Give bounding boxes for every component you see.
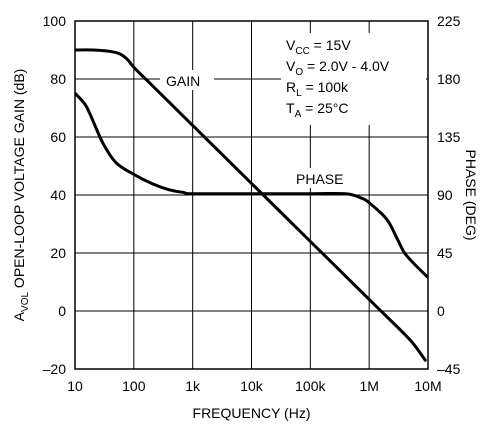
y-right-tick-label: 90 [437, 187, 453, 203]
gain-label: GAIN [166, 73, 200, 89]
y-right-tick-labels: 225 180 135 90 45 0 –45 [437, 13, 461, 377]
series-line-phase [75, 91, 428, 279]
curves [75, 48, 428, 362]
y-right-tick-label: 0 [437, 303, 445, 319]
y-left-tick-label: 100 [43, 13, 67, 29]
y-left-tick-labels: 100 80 60 40 20 0 –20 [43, 13, 67, 377]
y-right-tick-label: 135 [437, 129, 461, 145]
x-axis-title: FREQUENCY (Hz) [193, 405, 311, 421]
plot-frame [74, 20, 429, 370]
series-line-gain [75, 48, 427, 362]
y-right-axis-title: PHASE (DEG) [463, 149, 479, 240]
x-tick-label: 1k [185, 378, 201, 394]
conditions-bg [281, 33, 426, 125]
phase-label: PHASE [296, 171, 343, 187]
x-tick-label: 1M [359, 378, 378, 394]
y-right-tick-label: 45 [437, 245, 453, 261]
x-tick-label: 10 [67, 378, 83, 394]
x-tick-label: 10M [414, 378, 441, 394]
y-left-tick-label: –20 [43, 361, 67, 377]
phase-label-bg [291, 168, 353, 188]
gain-label-bg [160, 70, 214, 90]
x-tick-labels: 10 100 1k 10k 100k 1M 10M [67, 378, 441, 394]
y-right-tick-label: 180 [437, 71, 461, 87]
y-left-tick-label: 20 [50, 245, 66, 261]
condition-line: RL = 100k [286, 79, 349, 99]
condition-line: VO = 2.0V - 4.0V [286, 58, 390, 78]
y-left-axis-title: AVOL OPEN-LOOP VOLTAGE GAIN (dB) [11, 69, 31, 322]
y-left-tick-label: 0 [58, 303, 66, 319]
condition-line: TA = 25°C [286, 100, 348, 120]
x-tick-label: 10k [240, 378, 264, 394]
x-tick-label: 100 [122, 378, 146, 394]
x-tick-label: 100k [295, 378, 326, 394]
y-left-tick-label: 60 [50, 129, 66, 145]
y-left-tick-label: 80 [50, 71, 66, 87]
condition-line: VCC = 15V [286, 37, 351, 57]
y-left-tick-label: 40 [50, 187, 66, 203]
y-right-tick-label: –45 [437, 361, 461, 377]
y-right-tick-label: 225 [437, 13, 461, 29]
